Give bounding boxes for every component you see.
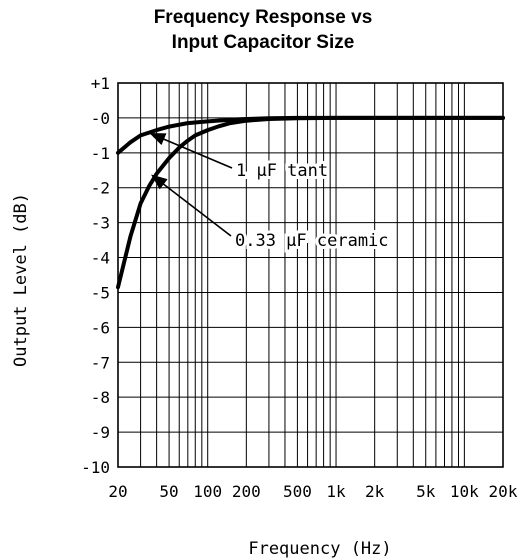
y-tick-label: -6 (91, 318, 110, 337)
y-tick-label: -4 (91, 249, 110, 268)
chart-title-line-1: Frequency Response vs (153, 7, 373, 28)
chart-title-line-2: Input Capacitor Size (171, 32, 355, 53)
x-tick-label: 100 (193, 482, 222, 501)
y-tick-label: -10 (81, 458, 110, 477)
annotation-label-1: 1 µF tant (236, 161, 328, 181)
y-axis-label: Output Level (dB) (11, 193, 31, 367)
x-tick-label: 200 (232, 482, 261, 501)
x-tick-label: 20k (489, 482, 518, 501)
y-tick-label: -8 (91, 388, 110, 407)
plot-frame (117, 82, 504, 468)
x-tick-label: 1k (326, 482, 346, 501)
annotation-label-2: 0.33 µF ceramic (235, 231, 389, 251)
y-tick-label: -3 (91, 214, 110, 233)
y-tick-label: +1 (91, 74, 110, 93)
y-tick-label: -5 (91, 283, 110, 302)
series-line-1 (116, 115, 505, 155)
x-tick-label: 10k (450, 482, 479, 501)
y-tick-label: -1 (91, 144, 110, 163)
y-tick-label: -9 (91, 423, 110, 442)
series-line-2 (116, 115, 505, 290)
annotation-arrow-1 (149, 132, 233, 169)
x-tick-label: 50 (159, 482, 178, 501)
x-tick-label: 5k (416, 482, 436, 501)
x-tick-label: 20 (108, 482, 127, 501)
x-tick-label: 2k (365, 482, 385, 501)
y-tick-label: -7 (91, 353, 110, 372)
x-axis-label: Frequency (Hz) (248, 539, 391, 559)
y-tick-label: -2 (91, 179, 110, 198)
y-tick-label: -0 (91, 109, 110, 128)
x-tick-label: 500 (283, 482, 312, 501)
annotation-arrow-2 (151, 174, 232, 237)
